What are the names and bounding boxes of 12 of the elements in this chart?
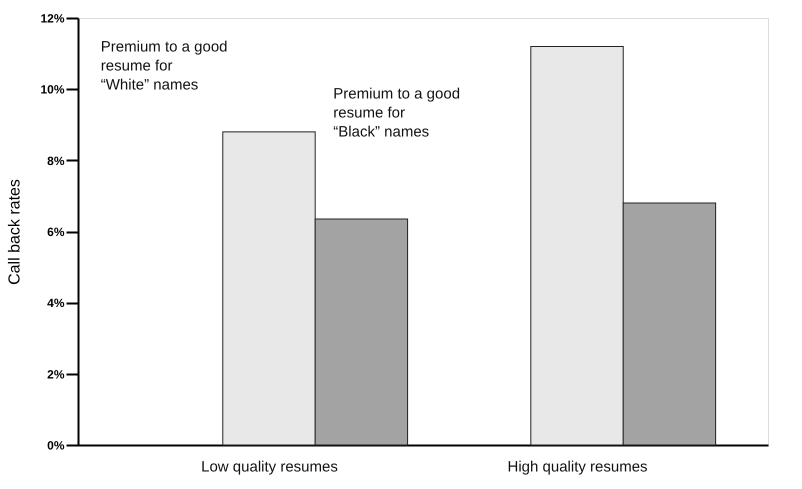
y-tick-label: 0% xyxy=(47,438,65,452)
y-tick-label: 2% xyxy=(47,367,65,382)
y-tick-label: 10% xyxy=(40,82,65,97)
y-tick-label: 4% xyxy=(47,296,65,310)
x-tick-label: High quality resumes xyxy=(507,458,648,476)
annotation: Premium to a good resume for “Black” names xyxy=(333,85,460,140)
y-axis-title: Call back rates xyxy=(6,179,24,285)
y-tick-label: 6% xyxy=(47,225,65,239)
annotation: Premium to a good resume for “White” names xyxy=(100,38,228,94)
y-tick-label: 8% xyxy=(47,154,65,168)
x-tick-label: Low quality resumes xyxy=(201,458,338,476)
y-tick-label: 12% xyxy=(40,12,65,26)
